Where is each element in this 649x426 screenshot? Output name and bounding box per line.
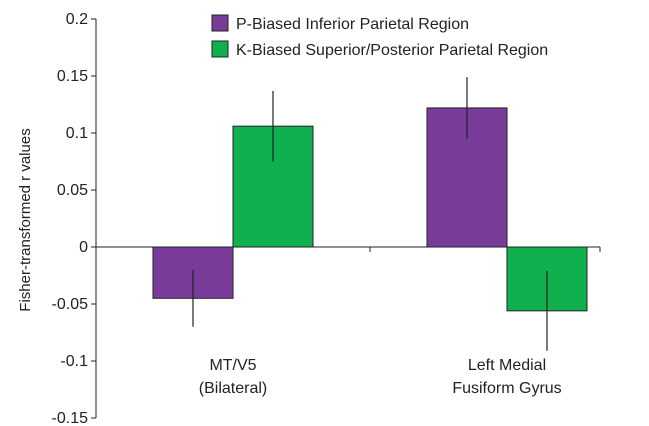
y-axis-title: Fisher-transformed r values [17,128,34,311]
y-tick-label: -0.1 [60,353,88,370]
category-label: Fusiform Gyrus [452,380,561,397]
bars [152,77,588,351]
legend-label: K-Biased Superior/Posterior Parietal Reg… [236,42,548,59]
y-tick-label: 0 [79,239,88,256]
category-label: Left Medial [468,357,546,374]
legend-swatch [211,40,229,58]
y-tick-label: 0.2 [66,11,88,28]
bar-k-biased-mt-v5 [232,125,314,248]
category-label: (Bilateral) [199,380,267,397]
legend-label: P-Biased Inferior Parietal Region [236,16,469,33]
y-tick-label: 0.1 [66,125,88,142]
legend: P-Biased Inferior Parietal Region K-Biase… [211,14,548,59]
y-tick-label: -0.15 [52,410,89,426]
category-labels: MT/V5 (Bilateral) Left Medial Fusiform Gyru… [199,357,562,397]
y-tick-label: 0.15 [57,68,88,85]
legend-swatch [211,14,229,32]
y-tick-label: 0.05 [57,182,88,199]
category-label: MT/V5 [209,357,256,374]
y-tick-label: -0.05 [52,296,89,313]
